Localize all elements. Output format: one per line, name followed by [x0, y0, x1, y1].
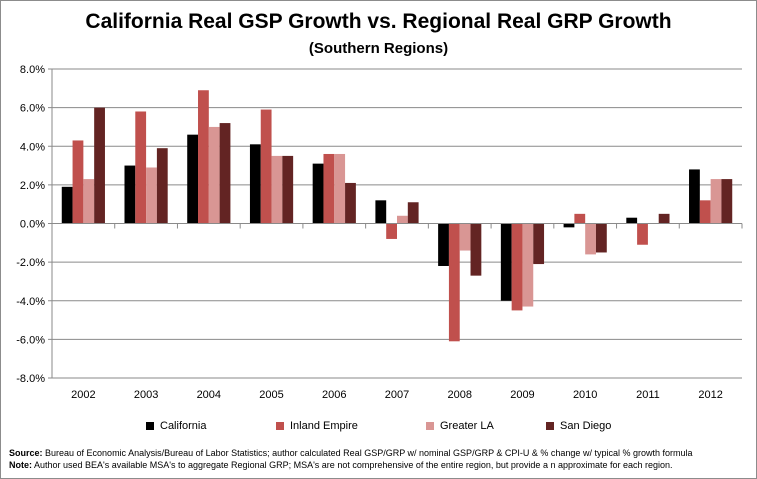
legend-label: Inland Empire — [290, 420, 358, 432]
bar-san-diego — [282, 155, 294, 224]
bar-california — [626, 217, 638, 224]
bars — [61, 90, 733, 342]
bar-greater-la — [146, 167, 157, 224]
y-tick-label: 8.0% — [20, 64, 45, 76]
bar-inland-empire — [260, 109, 272, 224]
legend: California Inland Empire Greater LA San Die… — [0, 418, 757, 434]
bar-san-diego — [533, 223, 545, 265]
source-note: Source: Bureau of Economic Analysis/Bure… — [9, 447, 749, 459]
bar-inland-empire — [448, 223, 460, 342]
legend-item: Inland Empire — [276, 418, 358, 434]
x-tick-label: 2010 — [573, 389, 597, 401]
bar-greater-la — [83, 179, 95, 224]
bar-greater-la — [271, 155, 283, 224]
legend-item: San Diego — [546, 418, 611, 434]
y-tick-label: -2.0% — [16, 257, 45, 269]
bar-california — [124, 165, 136, 224]
x-tick-label: 2002 — [71, 389, 95, 401]
footnotes: Source: Bureau of Economic Analysis/Bure… — [9, 447, 749, 471]
bar-inland-empire — [637, 223, 648, 245]
x-tick-label: 2006 — [322, 389, 346, 401]
bar-california — [61, 186, 73, 224]
bar-greater-la — [397, 215, 408, 224]
bar-san-diego — [345, 182, 356, 224]
legend-swatch — [276, 422, 284, 430]
bar-california — [563, 223, 575, 228]
bar-san-diego — [595, 223, 607, 253]
bar-greater-la — [710, 179, 722, 224]
y-tick-label: 0.0% — [20, 219, 45, 231]
bar-california — [249, 144, 261, 224]
x-tick-label: 2009 — [510, 389, 534, 401]
bar-inland-empire — [135, 111, 147, 224]
axes: 8.0% 6.0% 4.0% 2.0% 0.0% -2.0% -4.0% -6.0% -8.0%… — [16, 64, 743, 401]
bar-inland-empire — [574, 213, 586, 224]
bar-inland-empire — [511, 223, 523, 311]
source-text: Bureau of Economic Analysis/Bureau of La… — [42, 448, 693, 458]
x-tick-label: 2007 — [385, 389, 409, 401]
y-tick-label: 2.0% — [20, 180, 45, 192]
x-tick-label: 2004 — [197, 389, 221, 401]
legend-label: California — [160, 420, 207, 432]
bar-inland-empire — [198, 90, 209, 224]
legend-label: Greater LA — [440, 420, 494, 432]
legend-swatch — [146, 422, 154, 430]
y-tick-label: 4.0% — [20, 141, 45, 153]
bar-inland-empire — [699, 200, 711, 224]
legend-swatch — [426, 422, 434, 430]
bar-california — [438, 223, 449, 266]
note-label: Note: — [9, 460, 32, 470]
bar-san-diego — [407, 202, 419, 224]
bar-san-diego — [156, 148, 168, 224]
bar-greater-la — [522, 223, 534, 307]
bar-greater-la — [334, 153, 346, 224]
x-tick-label: 2003 — [134, 389, 158, 401]
chart-subtitle: (Southern Regions) — [308, 40, 449, 57]
y-tick-label: -6.0% — [16, 334, 45, 346]
legend-label: San Diego — [560, 420, 612, 432]
y-tick-label: -8.0% — [16, 373, 45, 385]
bar-california — [187, 134, 199, 224]
note-text: Author used BEA's available MSA's to agg… — [32, 460, 673, 470]
x-tick-label: 2008 — [447, 389, 471, 401]
x-tick-label: 2011 — [636, 389, 660, 401]
bar-california — [312, 163, 324, 224]
x-tick-label: 2005 — [259, 389, 283, 401]
bar-inland-empire — [386, 223, 397, 239]
bar-inland-empire — [72, 140, 84, 224]
x-tick-label: 2012 — [698, 389, 722, 401]
bar-greater-la — [585, 223, 596, 255]
bar-san-diego — [470, 223, 482, 276]
method-note: Note: Author used BEA's available MSA's … — [9, 459, 749, 471]
source-label: Source: — [9, 448, 43, 458]
bar-greater-la — [459, 223, 471, 251]
legend-item: Greater LA — [426, 418, 494, 434]
bar-inland-empire — [323, 153, 335, 224]
y-tick-label: -4.0% — [16, 296, 45, 308]
chart-title: California Real GSP Growth vs. Regional … — [85, 10, 672, 33]
bar-san-diego — [721, 179, 733, 224]
bar-greater-la — [208, 126, 220, 224]
bar-california — [375, 200, 387, 224]
bar-california — [689, 169, 700, 224]
bar-san-diego — [94, 107, 105, 224]
legend-item: California — [146, 418, 206, 434]
bar-california — [500, 223, 512, 301]
y-tick-label: 6.0% — [20, 103, 45, 115]
legend-swatch — [546, 422, 554, 430]
bar-san-diego — [219, 123, 231, 224]
bar-san-diego — [658, 213, 670, 224]
